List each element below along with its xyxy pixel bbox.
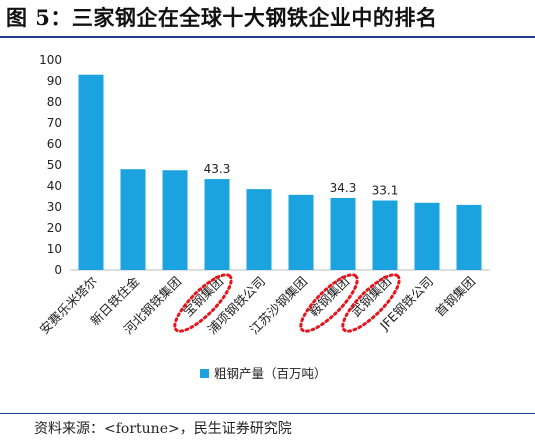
footer-divider [0,413,535,414]
highlight-circle [173,273,233,333]
y-tick-label: 20 [47,221,62,235]
bar-5 [246,189,272,270]
legend-swatch [200,369,209,378]
data-label: 34.3 [330,181,357,195]
y-tick-label: 90 [47,74,62,88]
title-divider [0,36,535,38]
data-label: 43.3 [204,162,231,176]
y-tick-label: 10 [47,242,62,256]
bar-8 [372,200,398,270]
y-tick-label: 70 [47,116,62,130]
bar-7 [330,197,356,270]
bar-9 [414,202,440,270]
legend-label: 粗钢产量（百万吨） [214,366,327,381]
y-tick-label: 40 [47,179,62,193]
y-tick-label: 80 [47,95,62,109]
figure-title: 图 5：三家钢企在全球十大钢铁企业中的排名 [6,5,438,30]
y-tick-label: 100 [39,53,62,67]
bar-6 [288,194,314,270]
y-tick-label: 60 [47,137,62,151]
y-tick-label: 50 [47,158,62,172]
data-label: 33.1 [372,183,399,197]
x-category-label: 首钢集团 [432,274,478,320]
highlight-circle [341,273,401,333]
x-category-label: 鞍钢集团 [306,274,352,320]
y-tick-label: 30 [47,200,62,214]
bar-2 [120,169,146,270]
y-tick-label: 0 [54,263,62,277]
highlight-circle [299,273,359,333]
bar-1 [78,74,104,270]
bar-10 [456,204,482,270]
steel-output-bar-chart: 0 10 20 30 40 50 60 70 80 90 100 43.3 34.3 33.1 安赛乐米塔尔… [36,53,490,381]
source-note: 资料来源：<fortune>，民生证券研究院 [34,421,292,437]
x-category-label: 安赛乐米塔尔 [36,274,100,338]
bar-4 [204,179,230,270]
bar-3 [162,170,188,270]
